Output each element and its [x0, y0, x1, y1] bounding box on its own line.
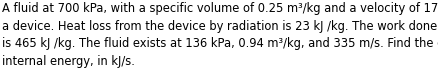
- Text: A fluid at 700 kPa, with a specific volume of 0.25 m³/kg and a velocity of 175 m: A fluid at 700 kPa, with a specific volu…: [2, 2, 438, 68]
